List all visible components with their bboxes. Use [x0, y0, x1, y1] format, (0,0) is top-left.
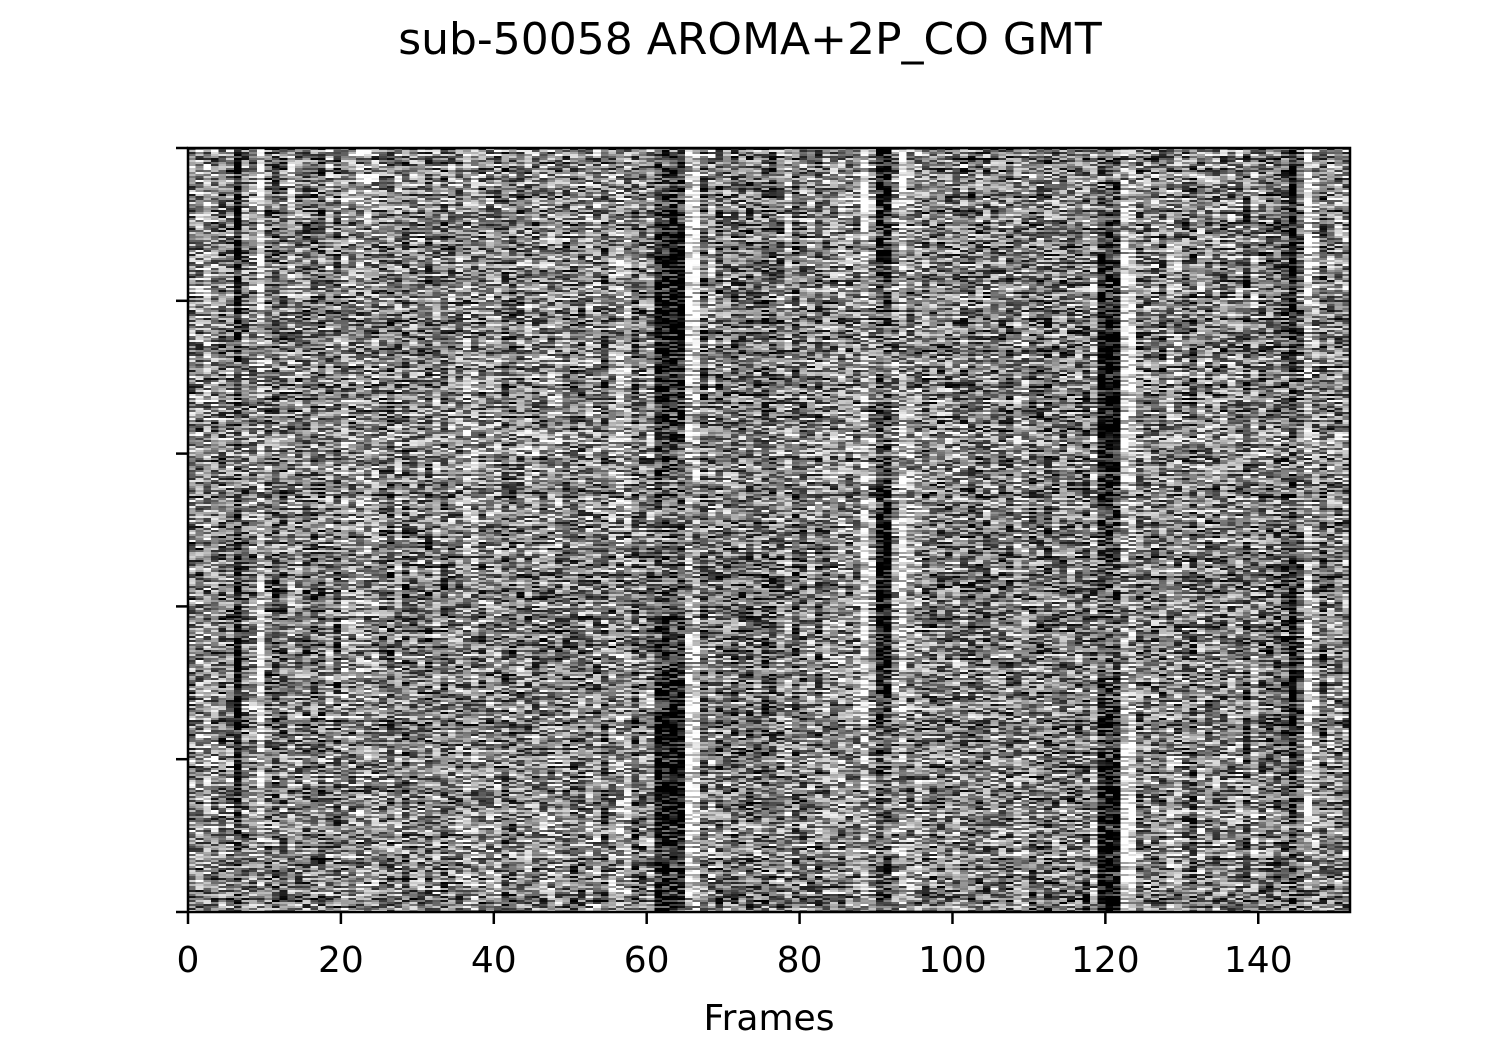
x-tick-label: 100	[918, 940, 987, 981]
x-tick-label: 20	[318, 940, 364, 981]
carpet-heatmap	[188, 148, 1350, 912]
y-axis	[176, 146, 188, 914]
plot-frame	[186, 146, 1352, 914]
chart-title: sub-50058 AROMA+2P_CO GMT	[398, 14, 1102, 65]
x-tick-label: 80	[777, 940, 823, 981]
x-tick-label: 0	[177, 940, 200, 981]
x-axis-label: Frames	[704, 998, 835, 1039]
x-axis: 0 20 40 60 80 100 120 140	[177, 912, 1293, 981]
x-tick-label: 120	[1071, 940, 1140, 981]
x-tick-label: 40	[471, 940, 517, 981]
x-tick-label: 60	[624, 940, 670, 981]
x-tick-label: 140	[1224, 940, 1293, 981]
